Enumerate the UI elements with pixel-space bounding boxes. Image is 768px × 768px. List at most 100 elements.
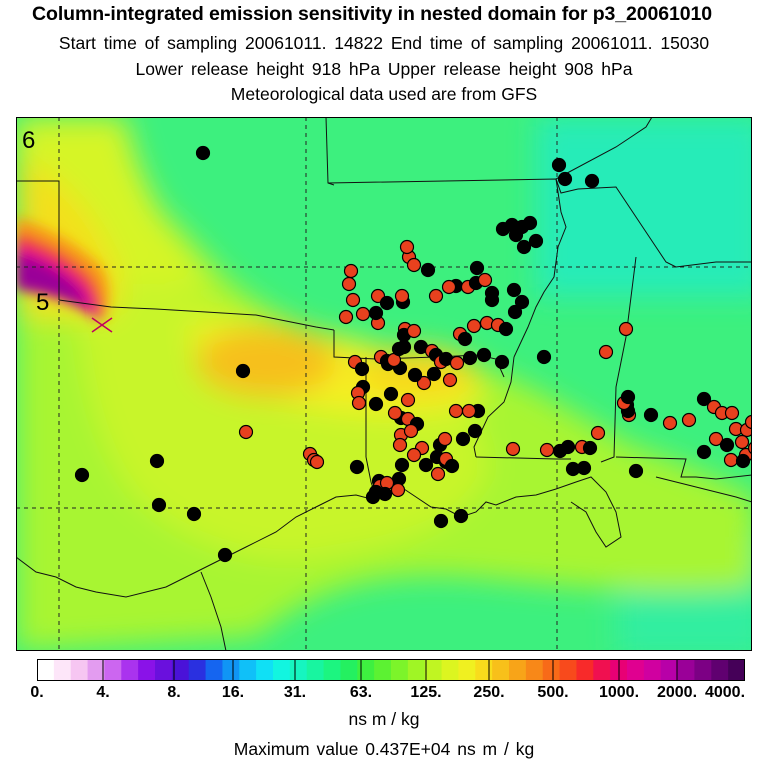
colorbar-cell (374, 659, 392, 681)
sample-point-red (598, 344, 614, 360)
sample-point-red (430, 466, 446, 482)
colorbar-cell (441, 659, 460, 681)
sample-point-black (349, 459, 365, 475)
colorbar-tick-label: 250. (473, 684, 505, 701)
sample-point-red (399, 239, 415, 255)
sample-point-red (441, 279, 457, 295)
sample-point-red (341, 276, 357, 292)
sample-point-black (551, 157, 567, 173)
colorbar-cell (643, 659, 662, 681)
colorbar-cell (677, 659, 696, 681)
sample-point-black (379, 295, 395, 311)
sample-point-red (238, 424, 254, 440)
max-value-label: Maximum value 0.437E+04 ns m / kg (233, 739, 535, 759)
sample-point-red (618, 321, 634, 337)
colorbar-cell (323, 659, 342, 681)
sample-point-red (505, 441, 521, 457)
colorbar-cell (424, 659, 443, 681)
sensitivity-map: 6 5 (16, 117, 752, 651)
met-data-label: Meteorological data used are from GFS (230, 84, 538, 104)
colorbar-units: ns m / kg (348, 709, 420, 729)
colorbar-cell (728, 659, 745, 681)
sample-point-red (466, 318, 482, 334)
colorbar-cell (711, 659, 729, 681)
colorbar-cell (509, 659, 527, 681)
sample-point-red (343, 263, 359, 279)
sample-point-red (394, 288, 410, 304)
sample-point-black (576, 460, 592, 476)
borders-and-coast (16, 117, 752, 651)
sample-point-black (536, 349, 552, 365)
sample-point-red (390, 482, 406, 498)
sample-point-black (584, 173, 600, 189)
colorbar-cell (357, 659, 375, 681)
sample-point-red (351, 395, 367, 411)
colorbar-tick-label: 4000. (704, 684, 746, 701)
colorbar-tick-label: 8. (167, 684, 181, 701)
sample-point-black (582, 440, 598, 456)
colorbar-cell (559, 659, 578, 681)
sample-point-black (453, 508, 469, 524)
grid-label-6: 6 (22, 127, 35, 154)
colorbar-cell (121, 659, 139, 681)
sample-point-black (507, 304, 523, 320)
sample-point-black (368, 396, 384, 412)
sample-points (74, 145, 752, 563)
sample-point-black (396, 339, 412, 355)
colorbar-tick-label: 31. (283, 684, 307, 701)
colorbar-cell (340, 659, 358, 681)
sample-point-red (539, 442, 555, 458)
sample-point-red (392, 437, 408, 453)
sample-point-red (477, 272, 493, 288)
sample-point-red (590, 425, 606, 441)
sample-point-black (418, 457, 434, 473)
sample-point-red (309, 454, 325, 470)
sample-point-black (514, 294, 530, 310)
colorbar-cell (138, 659, 156, 681)
sample-point-red (355, 306, 371, 322)
sample-point-black (383, 386, 399, 402)
colorbar-tick-label: 63. (349, 684, 373, 701)
colorbar-cell (525, 659, 544, 681)
sample-point-black (643, 407, 659, 423)
colorbar-cell (391, 659, 409, 681)
sample-point-black (719, 437, 735, 453)
map-frame (16, 117, 752, 651)
sample-point-red (406, 447, 422, 463)
sample-point-black (522, 215, 538, 231)
colorbar-cell (694, 659, 712, 681)
sample-point-red (387, 405, 403, 421)
sample-point-red (662, 415, 678, 431)
sample-point-black (151, 497, 167, 513)
sample-point-red (723, 452, 739, 468)
colorbar-tick-label: 0. (30, 684, 44, 701)
sample-point-red (681, 412, 697, 428)
colorbar-cell (239, 659, 257, 681)
sample-point-black (508, 227, 524, 243)
sample-point-red (400, 392, 416, 408)
colorbar-tick-label: 4. (96, 684, 110, 701)
colorbar-cell (542, 659, 561, 681)
colorbar-cell (627, 659, 645, 681)
sample-point-red (406, 257, 422, 273)
plot-title: Column-integrated emission sensitivity i… (32, 3, 712, 25)
sample-point-red (403, 423, 419, 439)
sample-point-black (494, 354, 510, 370)
colorbar-tick-label: 125. (410, 684, 442, 701)
sample-point-red (428, 288, 444, 304)
colorbar-tick-label: 500. (537, 684, 569, 701)
sample-point-red (449, 355, 465, 371)
sample-point-black (217, 547, 233, 563)
colorbar-cell (53, 659, 72, 681)
sample-point-red (448, 403, 464, 419)
sample-point-red (338, 309, 354, 325)
colorbar-cell (593, 659, 611, 681)
sample-point-red (724, 405, 740, 421)
sample-point-red (734, 434, 750, 450)
colorbar-cell (205, 659, 224, 681)
sample-point-black (462, 350, 478, 366)
colorbar-cell (37, 659, 55, 681)
sample-point-black (552, 443, 568, 459)
sample-point-black (476, 347, 492, 363)
sample-point-black (696, 391, 712, 407)
